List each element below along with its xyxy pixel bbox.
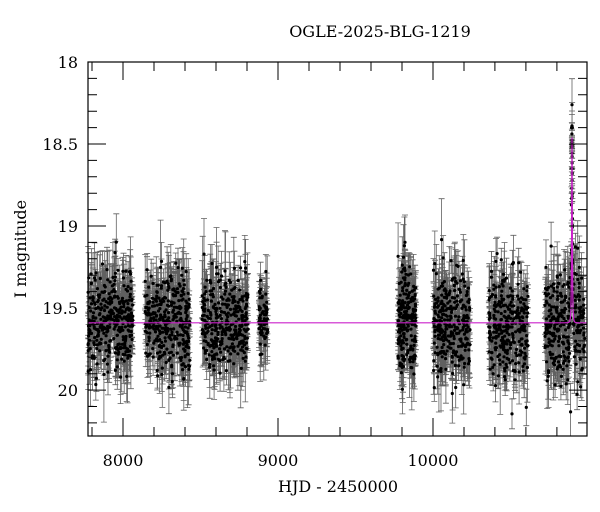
x-tick-labels: 8000 9000 10000 — [103, 451, 459, 470]
y-tick-label: 19 — [58, 217, 78, 236]
y-tick-label: 20 — [58, 381, 78, 400]
axis-ticks — [88, 61, 587, 436]
y-tick-label: 18 — [58, 53, 78, 72]
plot-area — [85, 78, 588, 436]
model-curve — [88, 137, 587, 324]
x-tick-label: 8000 — [103, 451, 144, 470]
x-tick-label: 9000 — [258, 451, 299, 470]
chart-title: OGLE-2025-BLG-1219 — [289, 22, 471, 41]
y-tick-labels: 18 18.5 19 19.5 20 — [42, 53, 78, 400]
y-axis-label: I magnitude — [11, 200, 30, 298]
y-tick-label: 19.5 — [42, 299, 78, 318]
x-axis-label: HJD - 2450000 — [278, 477, 398, 496]
error-bars — [85, 78, 588, 436]
y-tick-label: 18.5 — [42, 135, 78, 154]
x-tick-label: 10000 — [408, 451, 459, 470]
plot-frame — [87, 61, 588, 437]
